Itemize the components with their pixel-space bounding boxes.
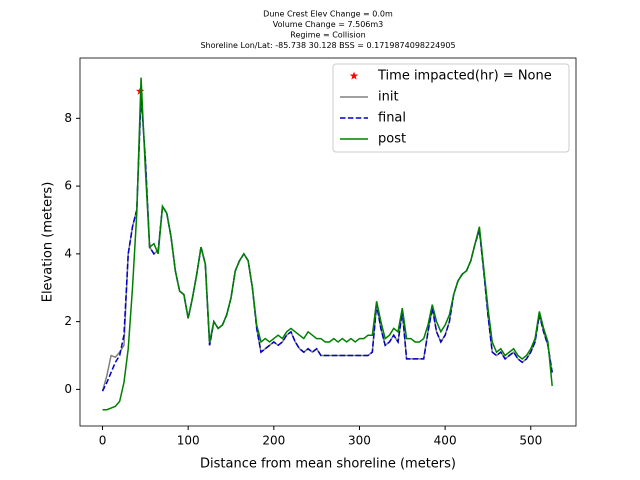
legend-marker	[349, 71, 359, 80]
chart-title: Volume Change = 7.506m3	[273, 20, 384, 29]
x-tick-label: 0	[99, 434, 107, 448]
y-axis-label: Elevation (meters)	[41, 182, 56, 303]
y-tick-label: 4	[64, 246, 72, 260]
y-tick-label: 6	[64, 179, 72, 193]
legend-label: post	[378, 132, 406, 147]
line-post	[102, 77, 553, 411]
x-tick-label: 500	[519, 434, 542, 448]
x-tick-label: 200	[262, 434, 285, 448]
x-tick-label: 100	[177, 434, 200, 448]
y-tick-label: 8	[64, 111, 72, 125]
legend-label: final	[378, 111, 406, 126]
x-tick-label: 400	[434, 434, 457, 448]
chart-title: Regime = Collision	[290, 31, 365, 40]
y-tick-label: 0	[64, 382, 72, 396]
legend-box	[332, 63, 570, 153]
chart-title: Dune Crest Elev Change = 0.0m	[263, 10, 393, 19]
y-tick-label: 2	[64, 314, 72, 328]
legend-label: init	[378, 90, 399, 105]
legend-label: Time impacted(hr) = None	[377, 69, 552, 84]
plot-frame	[79, 57, 577, 427]
x-tick-label: 300	[348, 434, 371, 448]
chart-title: Shoreline Lon/Lat: -85.738 30.128 BSS = …	[200, 41, 455, 50]
x-axis-label: Distance from mean shoreline (meters)	[200, 457, 456, 472]
